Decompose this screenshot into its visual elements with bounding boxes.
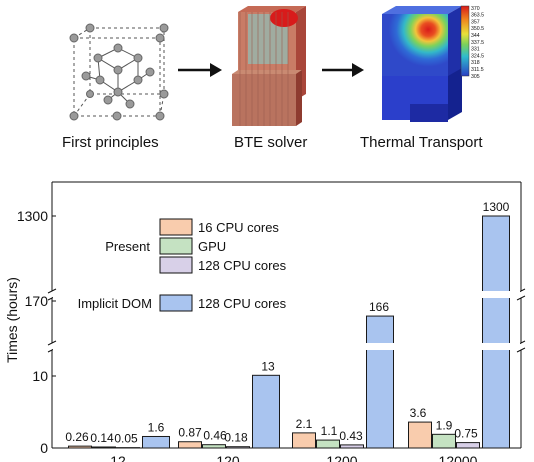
- y-tick-label: 0: [40, 440, 48, 456]
- y-axis-label: Times (hours): [4, 277, 20, 363]
- stage-label-thermal-transport: Thermal Transport: [360, 134, 483, 151]
- axis-break-mark: [47, 288, 57, 294]
- thermal-transport-block-icon: [382, 6, 462, 122]
- bar-value-label: 0.05: [114, 432, 138, 446]
- arrow-icon: [178, 63, 222, 77]
- temperature-colorbar: 370363.5357350.5344337.5331324.5318311.5…: [460, 5, 484, 80]
- colorbar-tick-label: 331: [471, 47, 480, 53]
- colorbar-tick-label: 363.5: [471, 13, 484, 19]
- legend-label: 16 CPU cores: [198, 220, 279, 235]
- crystal-lattice-icon: [69, 23, 169, 121]
- legend-swatch: [159, 256, 193, 274]
- bar-value-label: 0.14: [90, 431, 114, 445]
- bar-2-2: [340, 444, 364, 449]
- colorbar-tick-label: 305: [471, 74, 480, 80]
- bar-value-label: 13: [261, 359, 275, 373]
- x-tick-label: 1200: [326, 453, 357, 462]
- legend-label: 128 CPU cores: [198, 258, 287, 273]
- colorbar-tick-label: 357: [471, 19, 480, 25]
- bar-value-label: 2.1: [296, 417, 313, 431]
- y-tick-label: 170: [25, 293, 49, 309]
- bar-3-0: [142, 435, 170, 449]
- axis-break-mark: [516, 347, 526, 353]
- y-tick-label: 10: [32, 368, 48, 384]
- colorbar-tick-label: 318: [471, 60, 480, 66]
- colorbar-tick-label: 311.5: [471, 67, 484, 73]
- colorbar-tick-label: 370: [471, 6, 480, 12]
- x-tick-label: 12: [110, 453, 126, 462]
- colorbar-tick-label: 344: [471, 33, 480, 39]
- bar-2-3: [456, 442, 480, 449]
- bar-chart: 0 10 170 1300 Times (hours) 0.26 0.87 2.1 3.6 0.1…: [4, 181, 526, 462]
- bar-value-label: 0.75: [454, 427, 478, 441]
- stage-label-bte-solver: BTE solver: [234, 134, 308, 151]
- bar-value-label: 1.9: [436, 418, 453, 432]
- bar-0-2: [292, 432, 316, 449]
- bar-value-label: 0.26: [65, 430, 89, 444]
- bar-1-2: [316, 439, 340, 449]
- bar-value-label: 1.6: [148, 420, 165, 434]
- bar-3-1: [252, 374, 280, 449]
- legend-swatch: [159, 294, 193, 312]
- bar-value-label: 166: [369, 300, 389, 314]
- legend-label: GPU: [198, 239, 226, 254]
- colorbar-tick-label: 324.5: [471, 53, 484, 59]
- bar-1-1: [202, 444, 226, 449]
- bar-0-3: [408, 421, 432, 449]
- bar-value-label: 3.6: [410, 406, 427, 420]
- bar-value-label: 0.87: [178, 426, 202, 440]
- legend-swatch: [159, 237, 193, 255]
- legend-group-present: Present: [105, 239, 150, 254]
- colorbar-tick-label: 350.5: [471, 26, 484, 32]
- arrow-icon: [322, 63, 364, 77]
- x-tick-label: 120: [216, 453, 240, 462]
- legend-group-implicit-dom: Implicit DOM: [78, 296, 152, 311]
- bar-value-label: 1.1: [321, 424, 338, 438]
- legend-swatch: [159, 218, 193, 236]
- bar-value-label: 0.18: [224, 431, 248, 445]
- bar-0-1: [178, 441, 202, 449]
- legend-label: 128 CPU cores: [198, 296, 287, 311]
- x-tick-label: 12000: [439, 453, 478, 462]
- bte-solver-block-icon: [232, 6, 306, 126]
- bar-2-1: [226, 446, 250, 449]
- colorbar-tick-label: 337.5: [471, 40, 484, 46]
- bar-value-label: 0.46: [203, 429, 227, 443]
- y-tick-label: 1300: [17, 208, 48, 224]
- bar-0-0: [68, 445, 92, 449]
- legend: 16 CPU cores GPU 128 CPU cores 128 CPU core…: [78, 218, 287, 312]
- stage-label-first-principles: First principles: [62, 134, 159, 151]
- axis-break-gap: [53, 291, 520, 298]
- axis-break-gap: [53, 343, 520, 350]
- axis-break-mark: [47, 340, 57, 346]
- bar-1-0: [92, 446, 116, 449]
- bar-value-label: 0.43: [339, 429, 363, 443]
- bar-1-3: [432, 433, 456, 449]
- bar-value-label: 1300: [483, 200, 510, 214]
- bar-3-3: [482, 215, 510, 449]
- bar-3-2: [366, 315, 394, 449]
- axis-break-mark: [516, 295, 526, 301]
